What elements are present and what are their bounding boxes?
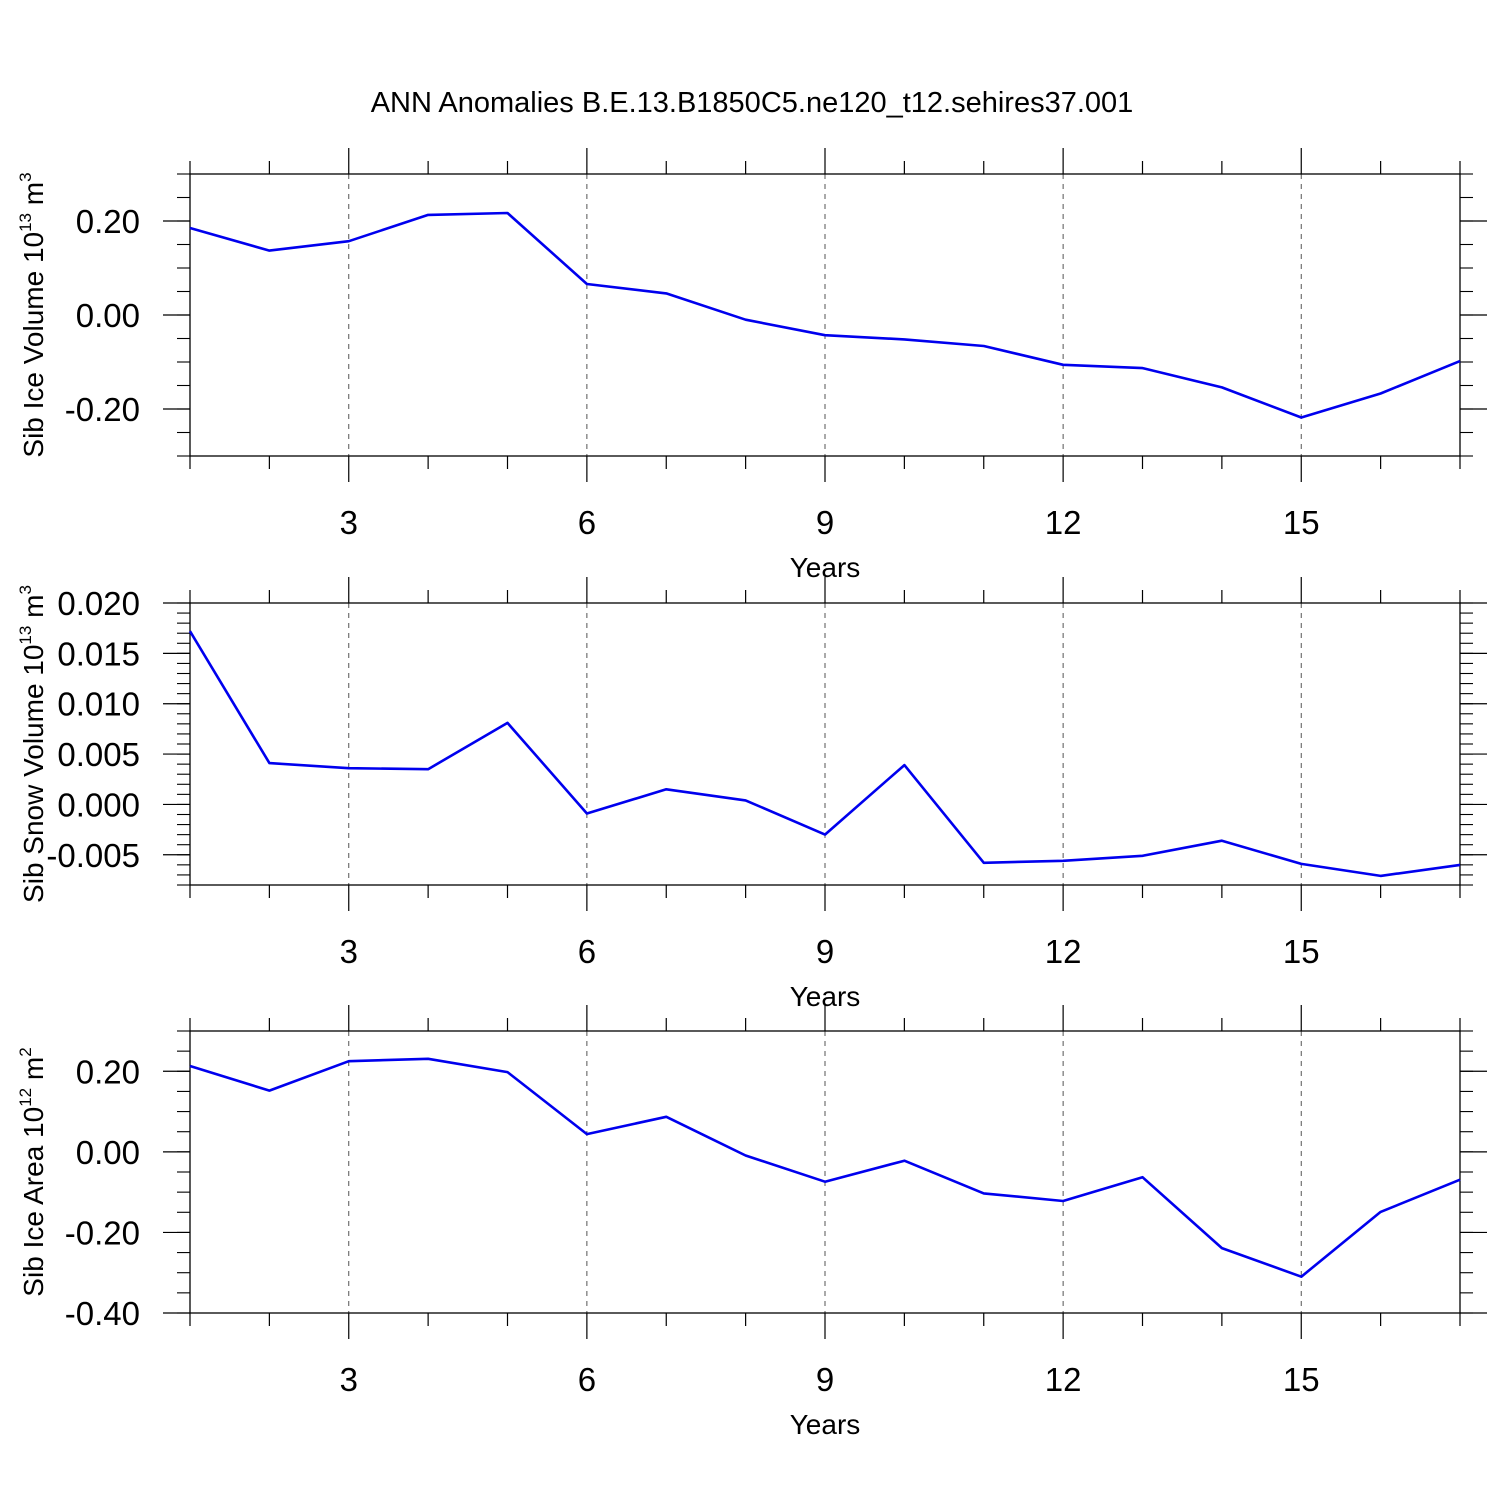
y-tick-label: -0.40 [65, 1295, 140, 1332]
x-tick-label: 15 [1283, 504, 1320, 541]
panel-3: 3 6 9 12 15 0.20 0.00 -0.20 -0.40 Years Sib Ice Ar… [16, 1005, 1487, 1440]
x-tick-label: 6 [578, 1361, 596, 1398]
x-tick-label: 9 [816, 1361, 834, 1398]
x-tick-label: 15 [1283, 1361, 1320, 1398]
y-tick-label: 0.20 [76, 1053, 140, 1090]
x-tick-label: 3 [340, 504, 358, 541]
x-tick-label: 15 [1283, 933, 1320, 970]
x-tick-label: 9 [816, 933, 834, 970]
x-tick-label: 6 [578, 504, 596, 541]
y-tick-label: 0.005 [57, 736, 140, 773]
y-axis-title: Sib Ice Area 1012 m2 [16, 1047, 49, 1296]
y-tick-label: -0.005 [46, 837, 140, 874]
y-axis-title: Sib Snow Volume 1013 m3 [16, 585, 49, 903]
y-tick-label: 0.010 [57, 686, 140, 723]
x-tick-label: 6 [578, 933, 596, 970]
y-tick-label: 0.020 [57, 585, 140, 622]
y-tick-label: 0.20 [76, 203, 140, 240]
y-tick-label: 0.00 [76, 297, 140, 334]
x-tick-label: 12 [1045, 1361, 1082, 1398]
y-tick-label: 0.015 [57, 635, 140, 672]
y-tick-label: 0.00 [76, 1134, 140, 1171]
figure-title: ANN Anomalies B.E.13.B1850C5.ne120_t12.s… [371, 87, 1134, 119]
x-tick-label: 9 [816, 504, 834, 541]
x-tick-label: 12 [1045, 933, 1082, 970]
x-tick-label: 12 [1045, 504, 1082, 541]
y-tick-label: -0.20 [65, 391, 140, 428]
y-tick-label: -0.20 [65, 1214, 140, 1251]
y-tick-label: 0.000 [57, 786, 140, 823]
panels: 3 6 9 12 15 0.20 0.00 -0.20 Years Sib Ice Volume … [16, 148, 1487, 1440]
x-tick-label: 3 [340, 933, 358, 970]
y-axis-title: Sib Ice Volume 1013 m3 [16, 172, 49, 457]
x-tick-label: 3 [340, 1361, 358, 1398]
x-axis-title: Years [790, 1409, 861, 1440]
